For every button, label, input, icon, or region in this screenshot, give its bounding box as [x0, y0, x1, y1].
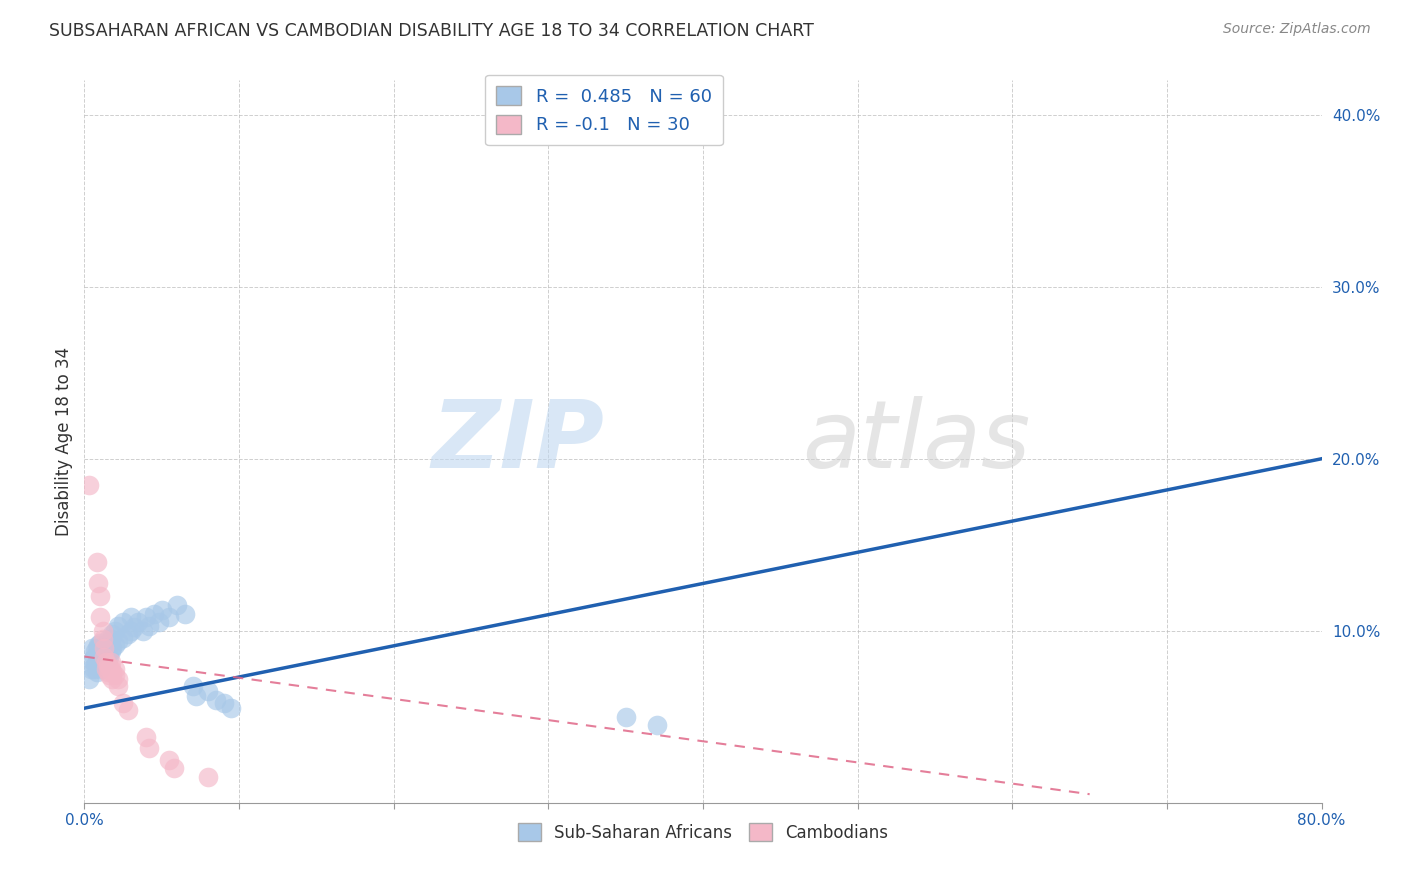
- Point: [159, 753, 180, 767]
- Point: [219, 701, 242, 715]
- Point: [148, 615, 170, 630]
- Point: [138, 618, 160, 632]
- Point: [89, 590, 111, 604]
- Point: [83, 649, 105, 664]
- Point: [94, 640, 117, 655]
- Point: [135, 610, 157, 624]
- Point: [117, 703, 139, 717]
- Point: [212, 696, 235, 710]
- Point: [77, 672, 100, 686]
- Text: SUBSAHARAN AFRICAN VS CAMBODIAN DISABILITY AGE 18 TO 34 CORRELATION CHART: SUBSAHARAN AFRICAN VS CAMBODIAN DISABILI…: [49, 22, 814, 40]
- Point: [98, 668, 121, 682]
- Point: [120, 610, 142, 624]
- Point: [86, 640, 108, 655]
- Y-axis label: Disability Age 18 to 34: Disability Age 18 to 34: [55, 347, 73, 536]
- Point: [89, 610, 111, 624]
- Point: [645, 718, 668, 732]
- Point: [101, 640, 124, 655]
- Point: [107, 679, 129, 693]
- Point: [205, 692, 228, 706]
- Point: [197, 770, 219, 784]
- Point: [112, 631, 135, 645]
- Point: [90, 658, 112, 673]
- Point: [107, 672, 129, 686]
- Point: [132, 624, 155, 638]
- Point: [138, 740, 160, 755]
- Point: [98, 649, 121, 664]
- Point: [77, 477, 100, 491]
- Point: [174, 607, 197, 621]
- Text: Source: ZipAtlas.com: Source: ZipAtlas.com: [1223, 22, 1371, 37]
- Point: [112, 615, 135, 630]
- Point: [91, 640, 114, 655]
- Point: [96, 646, 118, 660]
- Point: [143, 607, 166, 621]
- Point: [122, 620, 145, 634]
- Point: [82, 653, 104, 667]
- Point: [98, 662, 121, 676]
- Point: [112, 696, 135, 710]
- Point: [159, 610, 180, 624]
- Point: [93, 638, 115, 652]
- Point: [104, 624, 127, 638]
- Point: [86, 655, 108, 669]
- Point: [98, 638, 121, 652]
- Point: [89, 662, 111, 676]
- Point: [96, 665, 118, 679]
- Point: [94, 653, 117, 667]
- Point: [100, 655, 122, 669]
- Point: [91, 655, 114, 669]
- Point: [96, 658, 118, 673]
- Point: [104, 662, 127, 676]
- Point: [94, 662, 117, 676]
- Point: [87, 638, 110, 652]
- Point: [100, 644, 122, 658]
- Point: [166, 598, 188, 612]
- Point: [93, 649, 115, 664]
- Point: [94, 655, 117, 669]
- Point: [104, 668, 127, 682]
- Point: [86, 555, 108, 569]
- Point: [101, 672, 124, 686]
- Point: [91, 624, 114, 638]
- Point: [107, 618, 129, 632]
- Point: [87, 575, 110, 590]
- Point: [84, 644, 107, 658]
- Text: atlas: atlas: [801, 396, 1031, 487]
- Point: [79, 662, 101, 676]
- Point: [96, 632, 118, 647]
- Point: [184, 689, 207, 703]
- Point: [93, 640, 115, 655]
- Point: [120, 624, 142, 638]
- Text: ZIP: ZIP: [432, 395, 605, 488]
- Point: [107, 634, 129, 648]
- Point: [163, 761, 186, 775]
- Point: [91, 632, 114, 647]
- Point: [181, 679, 204, 693]
- Point: [101, 665, 124, 679]
- Point: [117, 627, 139, 641]
- Point: [101, 627, 124, 641]
- Point: [87, 649, 110, 664]
- Point: [89, 649, 111, 664]
- Point: [86, 665, 108, 679]
- Point: [93, 649, 115, 664]
- Point: [135, 731, 157, 745]
- Point: [127, 615, 149, 630]
- Legend: Sub-Saharan Africans, Cambodians: Sub-Saharan Africans, Cambodians: [510, 817, 896, 848]
- Point: [83, 662, 105, 676]
- Point: [197, 684, 219, 698]
- Point: [150, 603, 173, 617]
- Point: [84, 658, 107, 673]
- Point: [82, 640, 104, 655]
- Point: [100, 662, 122, 676]
- Point: [104, 638, 127, 652]
- Point: [614, 710, 637, 724]
- Point: [89, 636, 111, 650]
- Point: [100, 632, 122, 647]
- Point: [90, 646, 112, 660]
